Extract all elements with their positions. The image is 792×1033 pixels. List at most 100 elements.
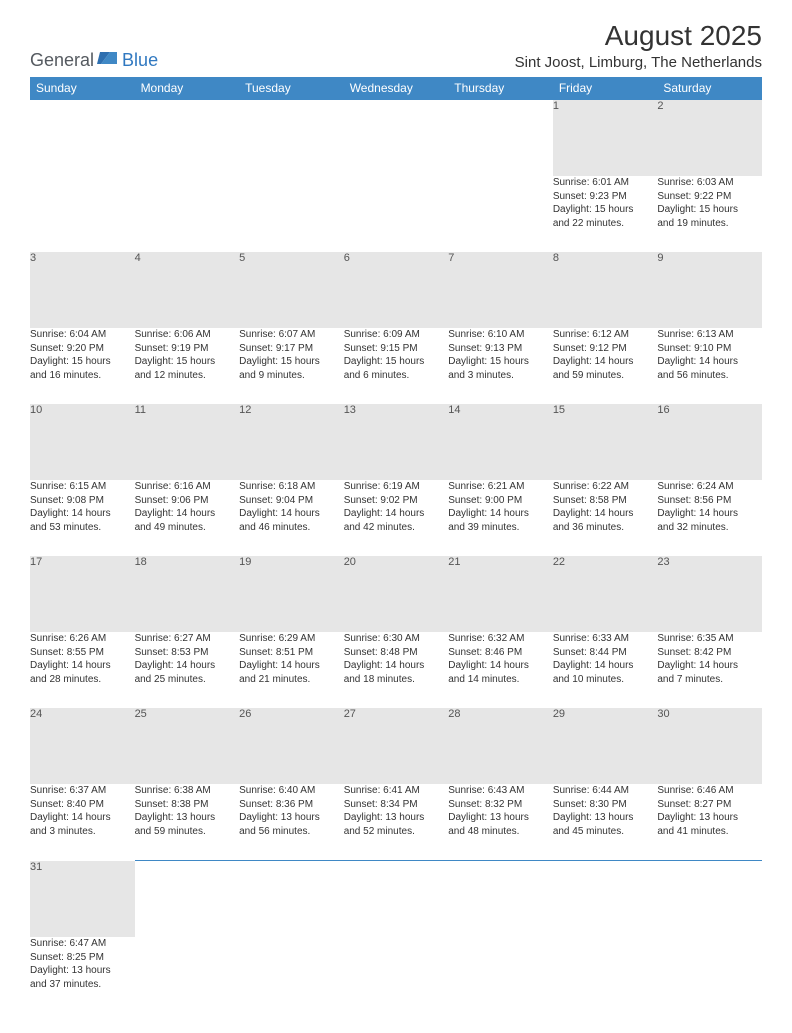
day-number-cell: 25 bbox=[135, 708, 240, 784]
day-number-cell: 29 bbox=[553, 708, 658, 784]
day-content-cell bbox=[239, 937, 344, 1013]
day-dl2: and 25 minutes. bbox=[135, 673, 240, 687]
daynum-row: 12 bbox=[30, 100, 762, 177]
day-content-cell: Sunrise: 6:15 AMSunset: 9:08 PMDaylight:… bbox=[30, 480, 135, 556]
day-sr: Sunrise: 6:37 AM bbox=[30, 784, 135, 798]
day-number-cell: 14 bbox=[448, 404, 553, 480]
day-content-cell: Sunrise: 6:47 AMSunset: 8:25 PMDaylight:… bbox=[30, 937, 135, 1013]
day-dl1: Daylight: 14 hours bbox=[135, 659, 240, 673]
day-content-cell: Sunrise: 6:22 AMSunset: 8:58 PMDaylight:… bbox=[553, 480, 658, 556]
header: General Blue August 2025 Sint Joost, Lim… bbox=[30, 20, 762, 71]
day-number-cell: 17 bbox=[30, 556, 135, 632]
day-ss: Sunset: 8:51 PM bbox=[239, 646, 344, 660]
day-dl1: Daylight: 14 hours bbox=[344, 659, 449, 673]
day-dl2: and 42 minutes. bbox=[344, 521, 449, 535]
day-number-cell bbox=[135, 100, 240, 177]
day-number-cell: 30 bbox=[657, 708, 762, 784]
day-ss: Sunset: 9:20 PM bbox=[30, 342, 135, 356]
day-dl1: Daylight: 13 hours bbox=[553, 811, 658, 825]
day-number-cell: 19 bbox=[239, 556, 344, 632]
day-number-cell: 6 bbox=[344, 252, 449, 328]
day-dl2: and 48 minutes. bbox=[448, 825, 553, 839]
day-ss: Sunset: 8:46 PM bbox=[448, 646, 553, 660]
day-dl1: Daylight: 14 hours bbox=[448, 507, 553, 521]
day-number-cell: 12 bbox=[239, 404, 344, 480]
day-content-cell: Sunrise: 6:04 AMSunset: 9:20 PMDaylight:… bbox=[30, 328, 135, 404]
day-sr: Sunrise: 6:18 AM bbox=[239, 480, 344, 494]
day-content-row: Sunrise: 6:47 AMSunset: 8:25 PMDaylight:… bbox=[30, 937, 762, 1013]
day-ss: Sunset: 8:56 PM bbox=[657, 494, 762, 508]
day-sr: Sunrise: 6:46 AM bbox=[657, 784, 762, 798]
day-dl1: Daylight: 15 hours bbox=[448, 355, 553, 369]
day-number-cell bbox=[30, 100, 135, 177]
day-number-cell: 4 bbox=[135, 252, 240, 328]
day-sr: Sunrise: 6:15 AM bbox=[30, 480, 135, 494]
day-number-cell bbox=[657, 861, 762, 938]
daynum-row: 24252627282930 bbox=[30, 708, 762, 784]
day-dl1: Daylight: 14 hours bbox=[657, 659, 762, 673]
weekday-header: Saturday bbox=[657, 77, 762, 100]
day-number-cell: 27 bbox=[344, 708, 449, 784]
day-dl1: Daylight: 14 hours bbox=[30, 507, 135, 521]
weekday-header-row: Sunday Monday Tuesday Wednesday Thursday… bbox=[30, 77, 762, 100]
day-number-cell: 1 bbox=[553, 100, 658, 177]
day-sr: Sunrise: 6:32 AM bbox=[448, 632, 553, 646]
day-content-row: Sunrise: 6:15 AMSunset: 9:08 PMDaylight:… bbox=[30, 480, 762, 556]
day-sr: Sunrise: 6:26 AM bbox=[30, 632, 135, 646]
day-sr: Sunrise: 6:27 AM bbox=[135, 632, 240, 646]
day-number-cell bbox=[448, 861, 553, 938]
day-dl2: and 10 minutes. bbox=[553, 673, 658, 687]
day-dl1: Daylight: 15 hours bbox=[657, 203, 762, 217]
day-dl1: Daylight: 14 hours bbox=[239, 659, 344, 673]
day-ss: Sunset: 9:10 PM bbox=[657, 342, 762, 356]
day-sr: Sunrise: 6:06 AM bbox=[135, 328, 240, 342]
day-content-cell: Sunrise: 6:44 AMSunset: 8:30 PMDaylight:… bbox=[553, 784, 658, 861]
day-content-cell: Sunrise: 6:01 AMSunset: 9:23 PMDaylight:… bbox=[553, 176, 658, 252]
day-dl1: Daylight: 15 hours bbox=[239, 355, 344, 369]
day-content-cell: Sunrise: 6:10 AMSunset: 9:13 PMDaylight:… bbox=[448, 328, 553, 404]
day-ss: Sunset: 9:15 PM bbox=[344, 342, 449, 356]
day-ss: Sunset: 8:40 PM bbox=[30, 798, 135, 812]
day-content-row: Sunrise: 6:26 AMSunset: 8:55 PMDaylight:… bbox=[30, 632, 762, 708]
day-content-row: Sunrise: 6:01 AMSunset: 9:23 PMDaylight:… bbox=[30, 176, 762, 252]
day-ss: Sunset: 9:22 PM bbox=[657, 190, 762, 204]
day-ss: Sunset: 9:12 PM bbox=[553, 342, 658, 356]
day-number-cell bbox=[239, 861, 344, 938]
day-content-cell bbox=[553, 937, 658, 1013]
day-dl1: Daylight: 13 hours bbox=[239, 811, 344, 825]
day-ss: Sunset: 9:13 PM bbox=[448, 342, 553, 356]
day-content-cell: Sunrise: 6:24 AMSunset: 8:56 PMDaylight:… bbox=[657, 480, 762, 556]
day-sr: Sunrise: 6:04 AM bbox=[30, 328, 135, 342]
day-sr: Sunrise: 6:12 AM bbox=[553, 328, 658, 342]
day-dl2: and 21 minutes. bbox=[239, 673, 344, 687]
day-ss: Sunset: 9:02 PM bbox=[344, 494, 449, 508]
day-sr: Sunrise: 6:24 AM bbox=[657, 480, 762, 494]
day-ss: Sunset: 8:58 PM bbox=[553, 494, 658, 508]
day-dl1: Daylight: 15 hours bbox=[344, 355, 449, 369]
day-ss: Sunset: 8:48 PM bbox=[344, 646, 449, 660]
day-sr: Sunrise: 6:43 AM bbox=[448, 784, 553, 798]
day-dl1: Daylight: 14 hours bbox=[553, 659, 658, 673]
day-dl1: Daylight: 14 hours bbox=[657, 507, 762, 521]
day-number-cell: 15 bbox=[553, 404, 658, 480]
day-number-cell: 10 bbox=[30, 404, 135, 480]
weekday-header: Monday bbox=[135, 77, 240, 100]
day-number-cell: 18 bbox=[135, 556, 240, 632]
day-content-cell bbox=[657, 937, 762, 1013]
day-ss: Sunset: 9:04 PM bbox=[239, 494, 344, 508]
day-number-cell: 20 bbox=[344, 556, 449, 632]
day-dl1: Daylight: 14 hours bbox=[135, 507, 240, 521]
day-number-cell bbox=[344, 100, 449, 177]
day-content-cell: Sunrise: 6:33 AMSunset: 8:44 PMDaylight:… bbox=[553, 632, 658, 708]
day-dl1: Daylight: 15 hours bbox=[553, 203, 658, 217]
day-number-cell bbox=[135, 861, 240, 938]
logo-text-blue: Blue bbox=[122, 50, 158, 71]
day-content-cell: Sunrise: 6:12 AMSunset: 9:12 PMDaylight:… bbox=[553, 328, 658, 404]
day-content-cell: Sunrise: 6:13 AMSunset: 9:10 PMDaylight:… bbox=[657, 328, 762, 404]
day-dl1: Daylight: 13 hours bbox=[657, 811, 762, 825]
daynum-row: 31 bbox=[30, 861, 762, 938]
day-dl1: Daylight: 14 hours bbox=[30, 659, 135, 673]
logo: General Blue bbox=[30, 50, 158, 71]
day-content-row: Sunrise: 6:37 AMSunset: 8:40 PM Daylight:… bbox=[30, 784, 762, 861]
day-content-cell bbox=[344, 176, 449, 252]
